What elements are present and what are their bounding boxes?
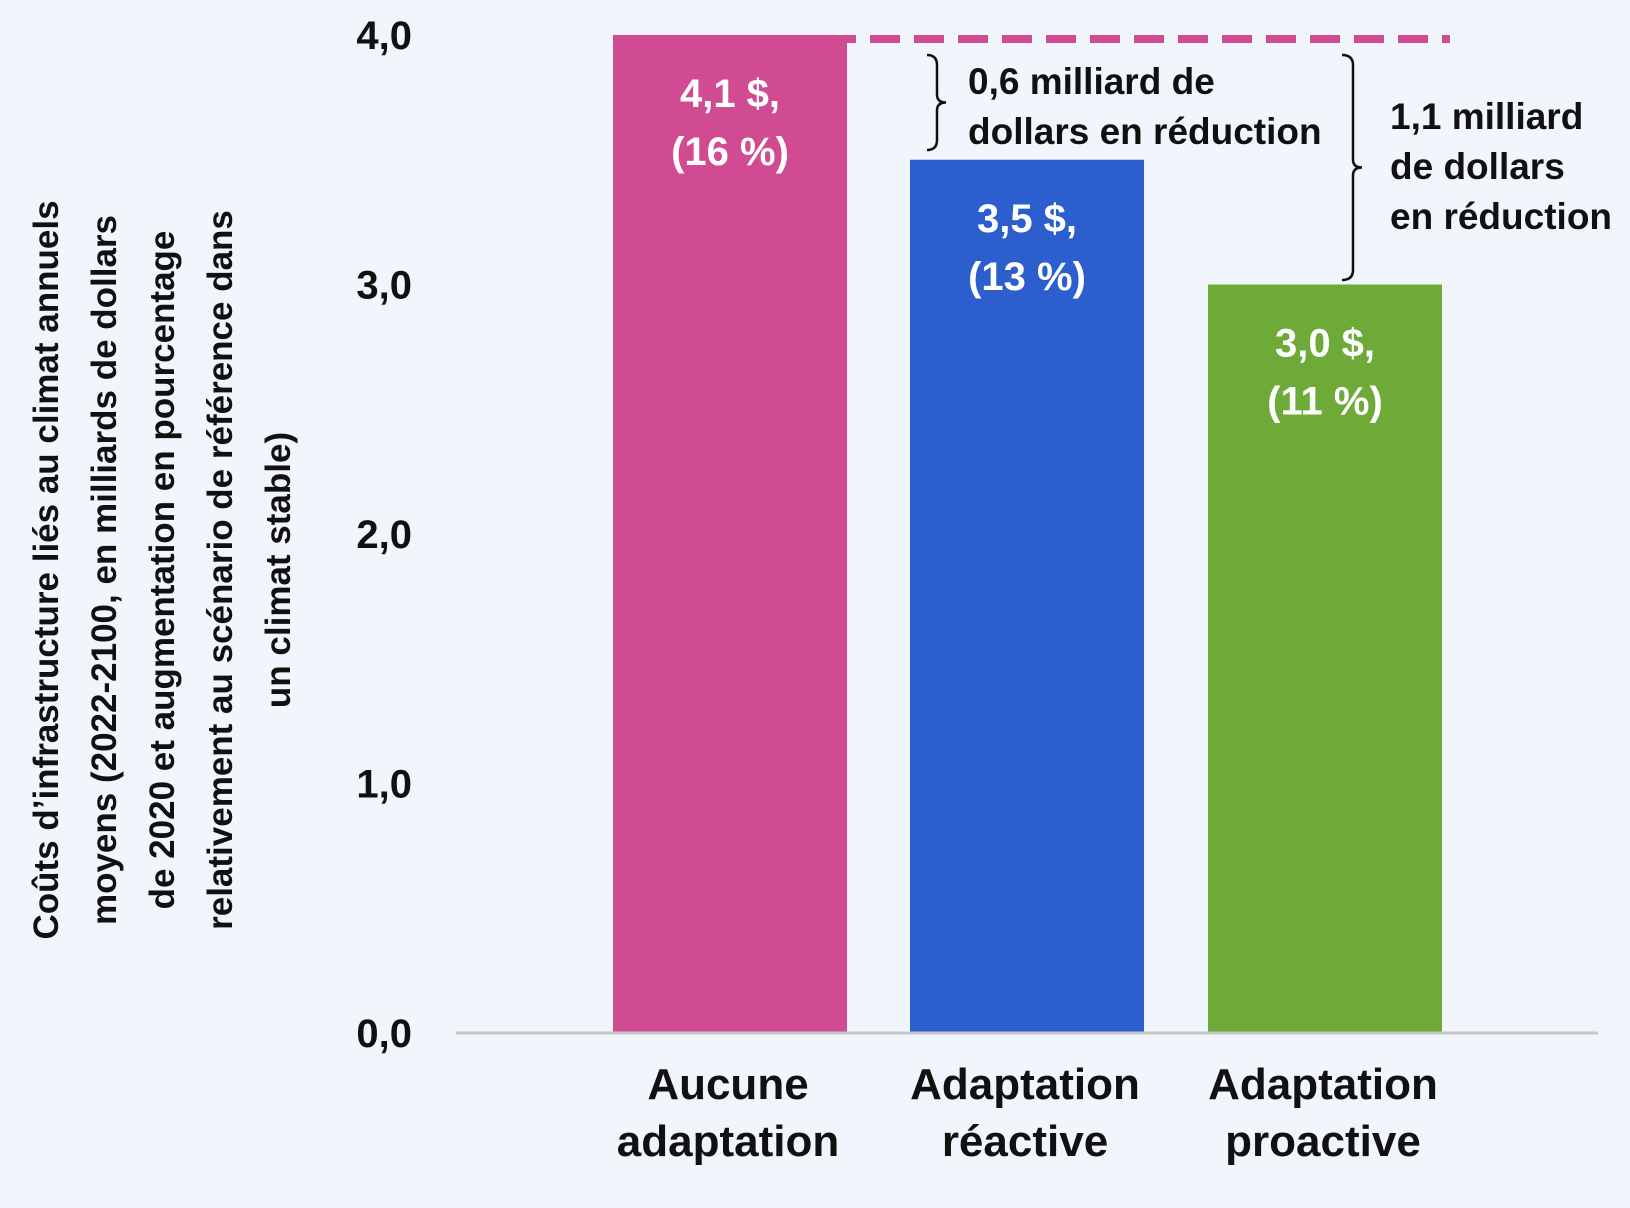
x-category-label: Adaptation proactive [1208,1060,1438,1166]
x-category-label: Aucune adaptation [617,1060,839,1166]
annotation-text-line: de dollars [1390,146,1565,187]
annotation-brace [926,53,947,152]
bar [1208,284,1442,1033]
annotation-text-line: 0,6 milliard de [968,61,1215,102]
annotations: 0,6 milliard de dollars en réduction 1,1 m… [926,53,1612,282]
bar-value-label-line: (16 %) [671,130,789,174]
bar-value-label-line: 4,1 $, [680,72,780,116]
annotation-text-line: dollars en réduction [968,111,1322,152]
x-category-label-line: Adaptation [910,1060,1140,1109]
y-axis-title-line: Coûts d’infrastructure liés au climat an… [27,200,66,939]
y-axis-ticks: 0,0 1,0 2,0 3,0 4,0 [356,14,412,1056]
y-tick-label: 3,0 [356,264,412,308]
y-tick-label: 4,0 [356,14,412,58]
y-axis-title-text: Coûts d’infrastructure liés au climat an… [27,200,298,939]
annotation-text: 1,1 milliard de dollars en réduction [1390,96,1612,237]
y-tick-label: 0,0 [356,1012,412,1056]
y-axis-title-line: de 2020 et augmentation en pourcentage [143,231,182,910]
y-tick-label: 2,0 [356,513,412,557]
bars: 4,1 $, (16 %) 3,5 $, (13 %) 3,0 $, (11 %) [613,35,1442,1033]
bar-value-label-line: (11 %) [1267,380,1383,424]
x-category-label-line: proactive [1225,1117,1421,1166]
y-axis-title: Coûts d’infrastructure liés au climat an… [27,200,298,939]
annotation-text-line: en réduction [1390,196,1612,237]
annotation-brace [1341,53,1363,282]
y-axis-title-line: un climat stable) [259,432,298,708]
bar-value-label-line: (13 %) [968,255,1086,299]
bar [613,35,847,1033]
x-category-label-line: Aucune [647,1060,808,1109]
x-category-label: Adaptation réactive [910,1060,1140,1166]
bar-value-label: 4,1 $, (16 %) [671,72,789,174]
annotation-text-line: 1,1 milliard [1390,96,1583,137]
y-tick-label: 1,0 [356,763,412,807]
annotation-text: 0,6 milliard de dollars en réduction [968,61,1322,152]
y-axis-title-line: relativement au scénario de référence da… [201,210,240,930]
bar-value-label: 3,5 $, (13 %) [968,197,1086,299]
bar [910,159,1144,1033]
x-category-label-line: réactive [942,1117,1108,1166]
y-axis-title-line: moyens (2022-2100, en milliards de dolla… [85,215,124,925]
x-category-label-line: Adaptation [1208,1060,1438,1109]
x-category-label-line: adaptation [617,1117,839,1166]
bar-value-label-line: 3,5 $, [977,197,1077,241]
bar-value-label-line: 3,0 $, [1275,322,1375,366]
bar-value-label: 3,0 $, (11 %) [1267,322,1383,424]
